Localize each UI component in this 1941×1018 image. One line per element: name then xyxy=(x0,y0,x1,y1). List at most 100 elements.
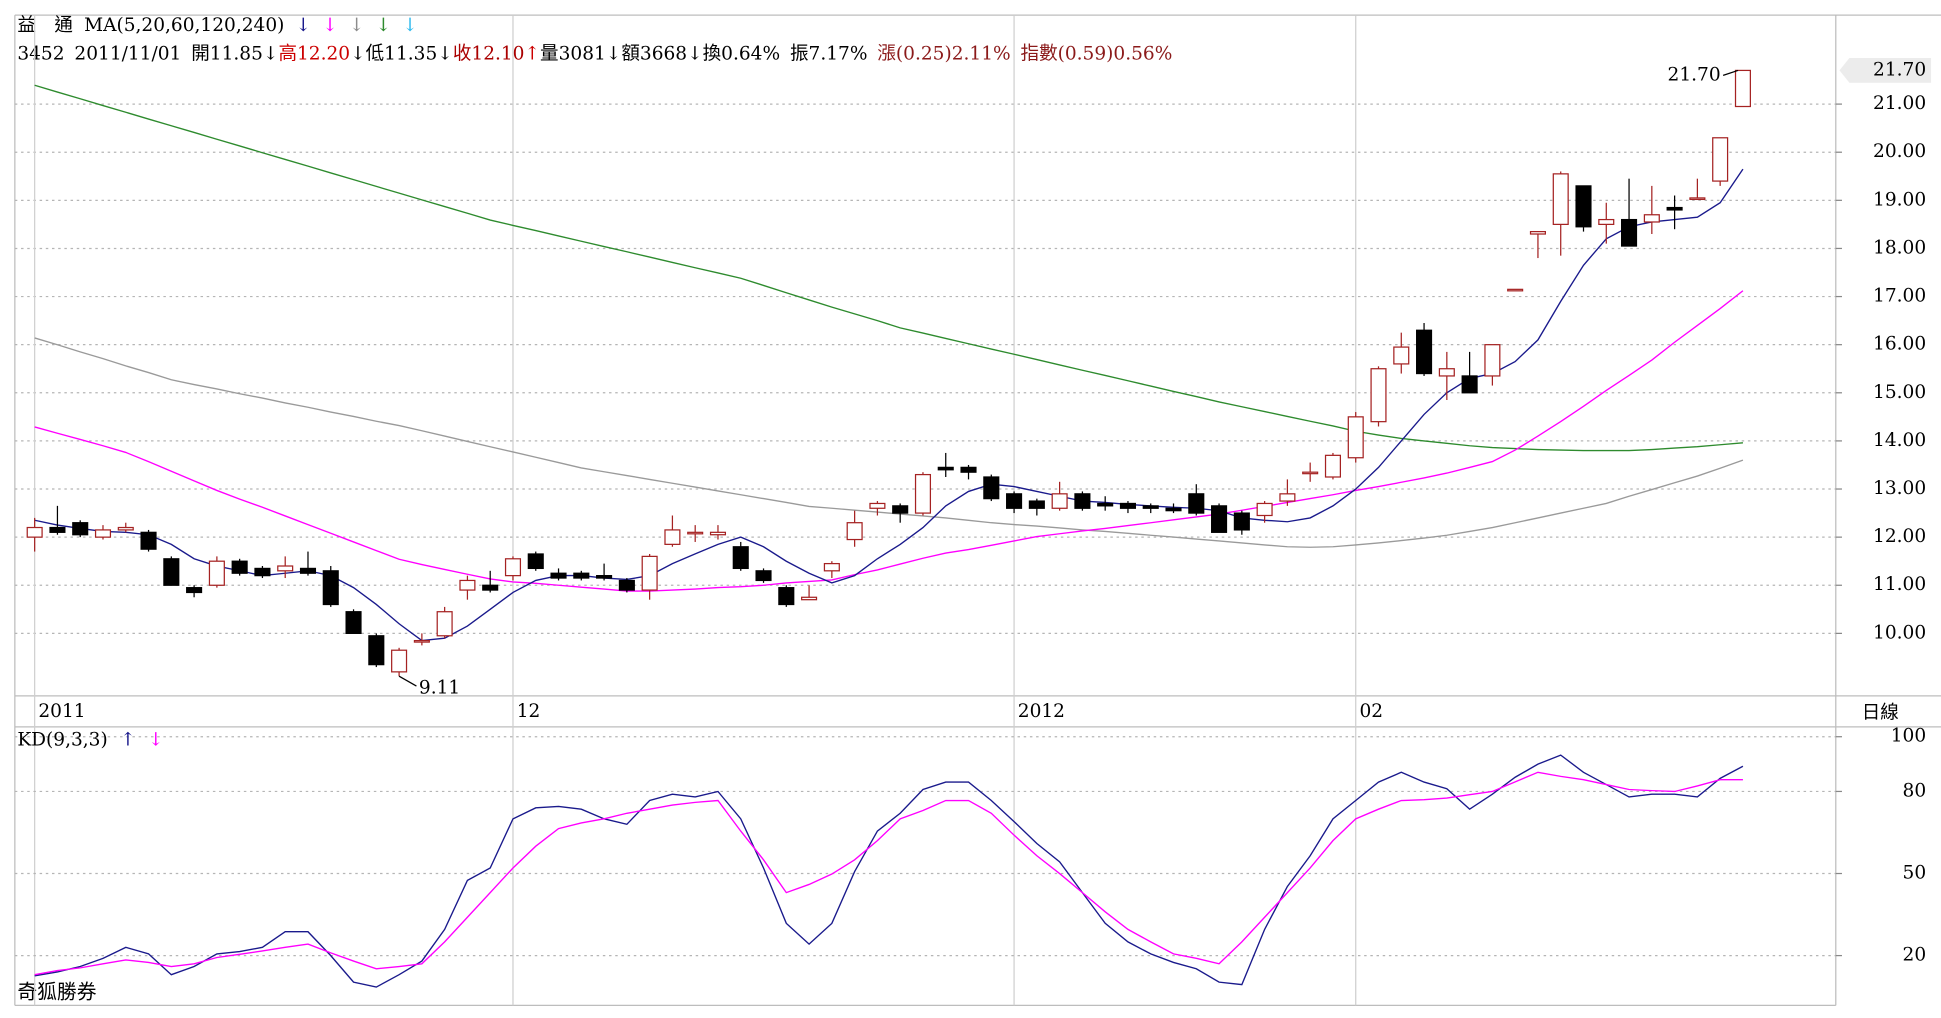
candle-body xyxy=(892,505,909,514)
header-field: 低11.35 xyxy=(366,44,438,65)
candle-body xyxy=(869,502,886,509)
candle-body xyxy=(299,567,317,574)
header-arrow: ↓ xyxy=(402,15,418,36)
candle-body xyxy=(641,555,658,591)
header-field: 量3081 xyxy=(540,44,606,65)
watermark: 奇狐勝券 xyxy=(17,981,96,1004)
candle-body xyxy=(596,575,613,579)
candle-body xyxy=(709,531,727,536)
candle-body xyxy=(1051,493,1068,509)
candle-body xyxy=(755,570,772,582)
header-field: 高12.20 xyxy=(278,44,350,65)
y-tick-label: 17.00 xyxy=(1873,286,1926,307)
candle-body xyxy=(49,526,66,533)
header-line-1: 益 通 MA(5,20,60,120,240) ↓ ↓ ↓ ↓ ↓ xyxy=(17,15,417,36)
x-tick-label: 02 xyxy=(1359,701,1383,722)
header-field: MA(5,20,60,120,240) xyxy=(84,15,284,36)
candle-body xyxy=(732,546,749,570)
candle-body xyxy=(1165,507,1182,512)
candle-body xyxy=(846,522,863,541)
candle-body xyxy=(1370,368,1387,423)
y-tick-label: 16.00 xyxy=(1873,334,1926,355)
candle-body xyxy=(914,473,932,514)
header-arrow: ↓ xyxy=(437,44,453,65)
header-field: 換0.64% xyxy=(703,44,780,65)
candle-body xyxy=(482,584,499,591)
x-tick-label: 12 xyxy=(517,701,541,722)
y-tick-label: 50 xyxy=(1903,863,1927,884)
ma-line xyxy=(34,290,1744,592)
x-tick-label: 2012 xyxy=(1018,701,1065,722)
header-arrow: ↓ xyxy=(322,15,338,36)
candle-body xyxy=(527,553,544,570)
candle-body xyxy=(937,466,954,471)
candle-body xyxy=(1484,344,1501,377)
header-field: 指數(0.59)0.56% xyxy=(1021,44,1173,65)
y-tick-label: 14.00 xyxy=(1873,430,1926,451)
header-arrow: ↓ xyxy=(687,44,703,65)
header-line-2: 3452 2011/11/01 開11.85↓高12.20↓低11.35↓收12.1… xyxy=(17,44,1172,65)
candle-body xyxy=(504,558,522,577)
candle-body xyxy=(1712,137,1729,182)
kd-line xyxy=(34,771,1743,976)
candle-body xyxy=(664,529,681,545)
header-arrow: ↓ xyxy=(350,44,366,65)
y-tick-label: 12.00 xyxy=(1873,526,1926,547)
annotation-high: 21.70 xyxy=(1668,64,1721,85)
candle-body xyxy=(254,567,271,577)
y-tick-label: 20 xyxy=(1903,945,1927,966)
candle-body xyxy=(1211,505,1228,533)
candle-body xyxy=(322,570,339,606)
header-field: 2011/11/01 xyxy=(74,44,181,65)
candle-body xyxy=(778,587,795,606)
y-tick-label: 21.00 xyxy=(1873,93,1926,114)
header-field: 額3668 xyxy=(621,44,687,65)
candle-body xyxy=(345,611,362,634)
candle-body xyxy=(391,649,408,673)
y-tick-label: 15.00 xyxy=(1873,382,1926,403)
header-arrow: ↓ xyxy=(263,44,279,65)
candle-body xyxy=(983,476,1000,500)
candle-body xyxy=(140,531,157,550)
ma-line xyxy=(34,84,1743,452)
y-tick-label: 11.00 xyxy=(1873,574,1926,595)
candle-body xyxy=(1119,502,1137,509)
y-tick-label: 20.00 xyxy=(1873,141,1926,162)
candle-body xyxy=(163,558,180,586)
candle-body xyxy=(1643,214,1660,223)
ma-line xyxy=(34,168,1744,642)
header-field: 開11.85 xyxy=(191,44,263,65)
last-price-label: 21.70 xyxy=(1873,59,1926,80)
header-arrow: ↓ xyxy=(349,15,365,36)
ma-line xyxy=(34,337,1744,548)
candle-body xyxy=(1621,218,1638,247)
candle-body xyxy=(1324,454,1341,478)
candle-body xyxy=(1347,416,1364,459)
y-tick-label: 80 xyxy=(1903,780,1927,801)
annotation-low: 9.11 xyxy=(419,678,460,699)
candle-body xyxy=(436,611,453,637)
header-field: 振7.17% xyxy=(790,44,867,65)
candle-body xyxy=(801,596,818,601)
header-field: 3452 xyxy=(17,44,64,65)
header-field: 收12.10 xyxy=(453,44,525,65)
panel-title-text: KD(9,3,3) xyxy=(17,729,107,750)
candle-body xyxy=(459,579,476,591)
header-arrow: ↓ xyxy=(376,15,392,36)
period-label: 日線 xyxy=(1862,703,1899,724)
candle-body xyxy=(1006,493,1023,509)
header-field: 益 通 xyxy=(17,15,73,36)
candle-body xyxy=(1507,288,1524,292)
candle-body xyxy=(413,639,430,643)
candle-body xyxy=(573,572,590,579)
candle-body xyxy=(1393,346,1410,365)
candle-body xyxy=(1097,502,1114,507)
candle-body xyxy=(94,529,112,538)
candle-body xyxy=(1575,185,1592,228)
candle-body xyxy=(208,560,225,586)
candle-body xyxy=(117,526,134,531)
kd-line xyxy=(34,754,1744,988)
last-price-tag xyxy=(1839,58,1932,83)
candle-body xyxy=(1461,375,1478,394)
